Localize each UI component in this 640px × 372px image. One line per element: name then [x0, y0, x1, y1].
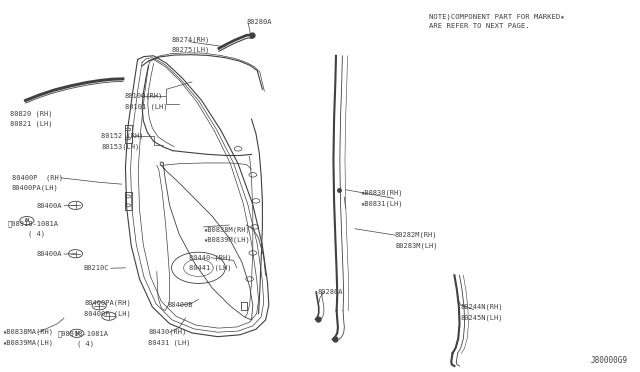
- Text: N: N: [75, 331, 79, 336]
- Text: 80275(LH): 80275(LH): [172, 47, 210, 54]
- Text: ★B0838M(RH): ★B0838M(RH): [204, 226, 250, 233]
- Text: ⓝ08918-1081A: ⓝ08918-1081A: [58, 330, 109, 337]
- Text: ★B0831(LH): ★B0831(LH): [360, 200, 403, 207]
- Text: J80000G9: J80000G9: [590, 356, 627, 365]
- Text: ★B0830(RH): ★B0830(RH): [360, 190, 403, 196]
- Text: 80100(RH): 80100(RH): [125, 93, 163, 99]
- Text: 80274(RH): 80274(RH): [172, 36, 210, 43]
- Text: ★B0839M(LH): ★B0839M(LH): [204, 237, 250, 243]
- Text: 80440 (RH): 80440 (RH): [189, 254, 232, 261]
- Text: 80280A: 80280A: [246, 19, 272, 25]
- Text: 80153(LH): 80153(LH): [101, 143, 140, 150]
- Text: N: N: [25, 218, 29, 223]
- Text: ( 4): ( 4): [28, 230, 45, 237]
- Text: 80431 (LH): 80431 (LH): [148, 339, 191, 346]
- Text: 80400PA(LH): 80400PA(LH): [12, 185, 58, 192]
- Text: 80101 (LH): 80101 (LH): [125, 103, 167, 110]
- Text: 80152 (RH): 80152 (RH): [101, 133, 143, 140]
- Text: ★B0838MA(RH): ★B0838MA(RH): [3, 329, 54, 336]
- Text: 80400A: 80400A: [36, 251, 62, 257]
- Text: 80400B: 80400B: [167, 302, 193, 308]
- Text: 80280A: 80280A: [317, 289, 343, 295]
- Text: 80400P  (RH): 80400P (RH): [12, 174, 63, 181]
- Text: 80282M(RH): 80282M(RH): [395, 232, 437, 238]
- Text: 80400P (LH): 80400P (LH): [84, 310, 131, 317]
- Text: 80441 (LH): 80441 (LH): [189, 265, 232, 272]
- Text: ( 4): ( 4): [77, 340, 94, 347]
- Text: B0210C: B0210C: [84, 265, 109, 271]
- Text: ⓝ08918-1081A: ⓝ08918-1081A: [8, 220, 59, 227]
- Text: 80400PA(RH): 80400PA(RH): [84, 300, 131, 307]
- Text: 80244N(RH): 80244N(RH): [461, 304, 503, 310]
- Text: NOTE)COMPONENT PART FOR MARKED★
ARE REFER TO NEXT PAGE.: NOTE)COMPONENT PART FOR MARKED★ ARE REFE…: [429, 13, 564, 29]
- Text: 80430(RH): 80430(RH): [148, 329, 187, 336]
- Text: B0283M(LH): B0283M(LH): [395, 242, 437, 249]
- Text: 80821 (LH): 80821 (LH): [10, 121, 52, 127]
- Text: 80245N(LH): 80245N(LH): [461, 314, 503, 321]
- Text: ★B0839MA(LH): ★B0839MA(LH): [3, 339, 54, 346]
- Text: 80400A: 80400A: [36, 203, 62, 209]
- Text: 80820 (RH): 80820 (RH): [10, 110, 52, 117]
